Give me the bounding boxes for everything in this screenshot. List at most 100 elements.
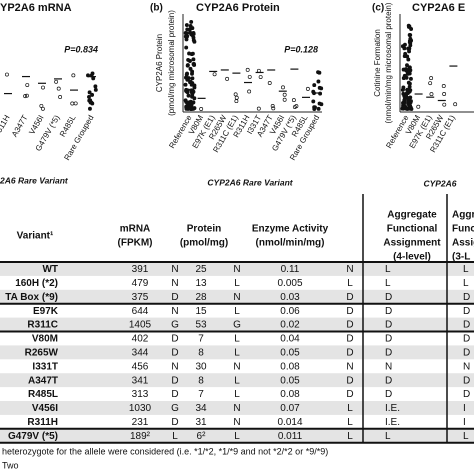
table-cell: D [346,334,353,345]
dot-decoration [403,42,407,47]
dot-decoration [428,81,433,86]
dot-decoration [442,102,447,107]
dot-decoration [312,83,317,88]
column-header: (3-L [452,252,470,263]
dot-decoration [233,92,238,97]
panel-label: (b) [150,3,163,14]
dot-decoration [87,90,92,95]
x-tick-label: A347T [10,113,30,138]
column-header: Functi [452,224,474,235]
table-cell: L [234,431,240,442]
table-cell: D [171,292,178,303]
table-cell: D [346,306,353,317]
p-value: P=0.834 [64,44,98,54]
dot-decoration [183,82,188,87]
table-cell: 0.04 [280,334,300,345]
dot-decoration [58,95,63,99]
table-cell: D [463,334,470,345]
table-cell: G [171,320,179,331]
y-axis-title: CYP2A6 Protein [155,34,164,92]
table-cell: 0.08 [280,389,300,400]
dot-decoration [408,40,413,45]
table-cell: D [385,292,392,303]
table-cell: 189² [130,431,151,442]
dot-decoration [408,68,413,73]
table-cell: 375 [132,292,149,303]
dot-decoration [185,63,190,68]
dot-decoration [270,104,275,108]
dot-decoration [187,106,192,111]
dot-decoration [294,104,299,109]
dot-decoration [93,84,98,89]
dot-decoration [186,93,191,98]
table-cell: D [385,375,392,386]
dot-decoration [190,76,195,81]
table-cell: L [234,278,240,289]
dot-decoration [225,76,230,81]
dot-decoration [90,101,95,106]
table-cell: L [234,334,240,345]
dot-decoration [282,97,287,102]
dot-decoration [291,98,296,103]
table-cell: L [385,264,391,275]
table-cell: D [346,389,353,400]
dot-decoration [247,74,252,79]
dot-decoration [406,99,410,104]
dot-decoration [402,97,407,101]
dot-decoration [406,46,411,51]
table-cell: D [346,375,353,386]
table-cell: 0.08 [280,361,300,372]
dot-decoration [312,105,317,110]
dot-decoration [40,106,45,111]
table-cell: N [385,361,392,372]
dot-decoration [88,106,92,111]
dot-decoration [54,79,59,84]
table-cell: N [171,264,178,275]
dot-decoration [25,83,30,87]
dot-decoration [405,71,410,76]
y-axis-title: (pmol/mg microsomal protein) [167,10,176,116]
dot-decoration [188,66,193,71]
table-cell: 341 [132,375,149,386]
dot-decoration [192,62,197,67]
dot-decoration [190,81,195,86]
dot-decoration [191,31,196,36]
table-cell: 0.11 [281,264,300,275]
table-cell: D [385,320,392,331]
table-cell: G479V (*5) [8,431,58,442]
table-cell: 7 [198,389,204,400]
table-cell: 231 [132,417,149,428]
x-tick-label: 311H [0,113,12,134]
dot-decoration [4,72,9,77]
table-cell: 8 [198,375,204,386]
column-header: Aggregate [387,210,437,221]
dot-decoration [234,99,239,104]
table-cell: 0.03 [280,292,300,303]
table-cell: V456I [32,403,58,414]
table-cell: R311C [27,320,58,331]
column-header: (FPKM) [118,238,153,249]
dot-decoration [403,51,408,56]
row-shade [0,289,474,304]
dot-decoration [282,92,287,97]
dot-decoration [185,27,190,32]
table-cell: I331T [32,361,58,372]
table-cell: L [347,403,353,414]
table-cell: N [233,264,240,275]
table-cell: N [463,361,470,372]
dot-decoration [316,106,321,111]
table-cell: N [233,417,240,428]
dot-decoration [191,38,196,43]
table-cell: N [233,403,240,414]
dot-decoration [403,75,408,80]
column-header: (pmol/mg) [180,238,228,249]
dot-decoration [405,54,410,59]
table-cell: D [463,306,470,317]
row-shade [0,262,474,276]
table-cell: R485L [28,389,58,400]
column-header: Enzyme Activity [252,224,329,235]
table-cell: D [385,347,392,358]
y-axis-title: (nmol/min/mg microsomal protein) [384,2,393,123]
dot-decoration [39,103,44,108]
column-header: Assignment [383,238,441,249]
